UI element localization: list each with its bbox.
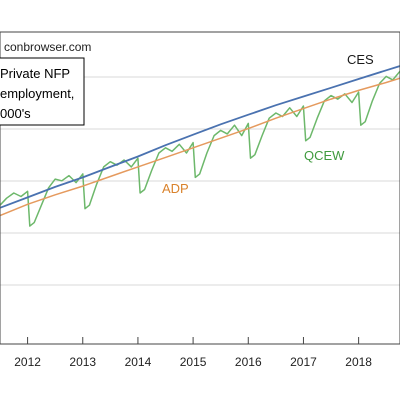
series-label-qcew: QCEW <box>304 148 345 163</box>
x-tick-label-2017: 2017 <box>290 355 317 369</box>
x-tick-labels: 2012 2013 2014 2015 2016 2017 2018 <box>14 337 372 369</box>
note-box-frame <box>0 57 85 126</box>
series-label-adp: ADP <box>162 181 189 196</box>
x-tick-label-2018: 2018 <box>345 355 372 369</box>
series-line-adp <box>0 77 400 217</box>
source-label: conbrowser.com <box>4 40 91 54</box>
note-box: Private NFP employment, 000's <box>0 57 85 126</box>
series-label-ces: CES <box>347 52 374 67</box>
x-tick-label-2013: 2013 <box>69 355 96 369</box>
plot-border <box>0 31 400 345</box>
note-line-3: 000's <box>0 106 31 121</box>
series-line-qcew <box>0 70 400 227</box>
series-labels: CES ADP QCEW <box>162 52 374 196</box>
note-line-1: Private NFP <box>0 66 70 81</box>
x-tick-label-2016: 2016 <box>235 355 262 369</box>
x-tick-label-2012: 2012 <box>14 355 41 369</box>
series-line-ces <box>0 65 400 209</box>
note-line-2: employment, <box>0 86 74 101</box>
x-tick-label-2015: 2015 <box>180 355 207 369</box>
x-tick-label-2014: 2014 <box>125 355 152 369</box>
series-layer <box>0 65 400 227</box>
